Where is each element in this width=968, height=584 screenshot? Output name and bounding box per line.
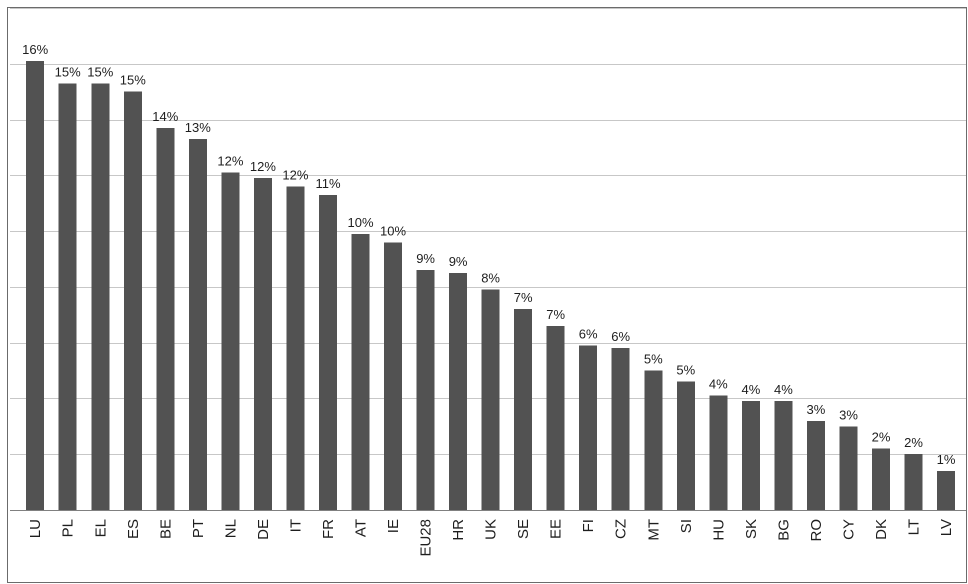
data-label-bg: 4% — [774, 382, 793, 397]
bar-fi — [579, 345, 598, 510]
data-label-fr: 11% — [315, 176, 340, 191]
data-label-at: 10% — [347, 215, 373, 230]
data-label-pl: 15% — [55, 64, 81, 79]
data-label-pt: 13% — [185, 120, 211, 135]
bar-es — [123, 91, 142, 510]
tick-label-lu: LU — [27, 519, 44, 538]
data-label-el: 15% — [87, 64, 113, 79]
bar-ee — [546, 325, 565, 510]
tick-label-be: BE — [157, 519, 174, 539]
data-label-nl: 12% — [217, 154, 243, 169]
bar-it — [286, 186, 305, 510]
tick-label-hu: HU — [710, 519, 727, 541]
data-label-hu: 4% — [709, 377, 728, 392]
bar-hr — [449, 272, 468, 510]
bar-pt — [188, 139, 207, 510]
bar-be — [156, 127, 175, 511]
data-label-fi: 6% — [579, 327, 598, 342]
chart-frame: 16% 15% 15% 15% 14% 13% 12% 12% 12% 11% 10% 10% 9% 9%… — [7, 7, 967, 583]
tick-label-fi: FI — [580, 519, 597, 532]
data-label-cz: 6% — [611, 329, 630, 344]
tick-label-at: AT — [353, 519, 370, 537]
tick-label-nl: NL — [222, 519, 239, 538]
data-label-be: 14% — [152, 109, 178, 124]
bar-pl — [58, 83, 77, 511]
data-label-uk: 8% — [481, 271, 500, 286]
data-label-it: 12% — [282, 168, 308, 183]
tick-label-mt: MT — [645, 519, 662, 541]
tick-label-lv: LV — [938, 519, 955, 536]
data-label-lt: 2% — [904, 435, 923, 450]
bars — [26, 61, 955, 511]
tick-label-cz: CZ — [613, 519, 630, 539]
bar-se — [514, 309, 533, 510]
tick-label-se: SE — [515, 519, 532, 539]
bar-nl — [221, 172, 240, 510]
tick-label-pl: PL — [60, 519, 77, 537]
bar-fr — [319, 194, 337, 510]
tick-label-si: SI — [678, 519, 695, 533]
bar-at — [351, 233, 370, 510]
bar-ie — [384, 242, 402, 511]
data-label-sk: 4% — [742, 382, 761, 397]
data-label-de: 12% — [250, 159, 276, 174]
bar-lv — [937, 471, 955, 510]
tick-label-bg: BG — [775, 519, 792, 541]
tick-label-hr: HR — [450, 519, 467, 541]
data-label-se: 7% — [514, 290, 533, 305]
bar-uk — [481, 289, 500, 510]
data-label-cy: 3% — [839, 407, 858, 422]
tick-label-ro: RO — [808, 519, 825, 542]
bar-sk — [741, 401, 760, 510]
bar-hu — [709, 395, 728, 510]
tick-label-fr: FR — [320, 519, 337, 539]
bar-dk — [872, 448, 890, 510]
data-label-hr: 9% — [449, 254, 468, 269]
data-label-ro: 3% — [807, 402, 826, 417]
bar-cy — [839, 426, 858, 510]
bar-ro — [806, 420, 825, 510]
tick-label-ee: EE — [548, 519, 565, 539]
bar-lu — [26, 61, 45, 510]
bar-mt — [644, 370, 663, 510]
x-tick-labels: LU PL EL ES BE PT NL DE IT FR AT IE EU28 HR UK SE EE FI CZ… — [27, 519, 955, 557]
data-label-mt: 5% — [644, 352, 663, 367]
bar-bg — [774, 401, 793, 510]
tick-label-es: ES — [125, 519, 142, 539]
data-label-si: 5% — [676, 363, 695, 378]
tick-label-eu28: EU28 — [418, 519, 435, 557]
tick-label-uk: UK — [483, 519, 500, 540]
data-label-dk: 2% — [872, 430, 891, 445]
tick-label-pt: PT — [190, 519, 207, 538]
bar-si — [676, 381, 695, 510]
data-label-lu: 16% — [22, 42, 48, 57]
bar-lt — [904, 454, 923, 510]
tick-label-it: IT — [287, 519, 304, 532]
tick-label-ie: IE — [385, 519, 402, 533]
bar-de — [253, 178, 272, 510]
tick-label-cy: CY — [841, 519, 858, 540]
tick-label-lt: LT — [906, 519, 923, 535]
tick-label-de: DE — [255, 519, 272, 540]
tick-label-dk: DK — [873, 519, 890, 540]
data-label-ie: 10% — [380, 223, 406, 238]
data-label-lv: 1% — [937, 452, 956, 467]
bar-chart: 16% 15% 15% 15% 14% 13% 12% 12% 12% 11% 10% 10% 9% 9%… — [10, 8, 966, 557]
tick-label-el: EL — [92, 519, 109, 537]
bar-eu28 — [416, 270, 435, 510]
bar-el — [91, 83, 110, 511]
data-label-ee: 7% — [546, 307, 565, 322]
data-labels: 16% 15% 15% 15% 14% 13% 12% 12% 12% 11% 10% 10% 9% 9%… — [22, 42, 956, 467]
bar-cz — [611, 348, 630, 510]
data-label-es: 15% — [120, 73, 146, 88]
tick-label-sk: SK — [743, 519, 760, 539]
data-label-eu28: 9% — [416, 251, 435, 266]
